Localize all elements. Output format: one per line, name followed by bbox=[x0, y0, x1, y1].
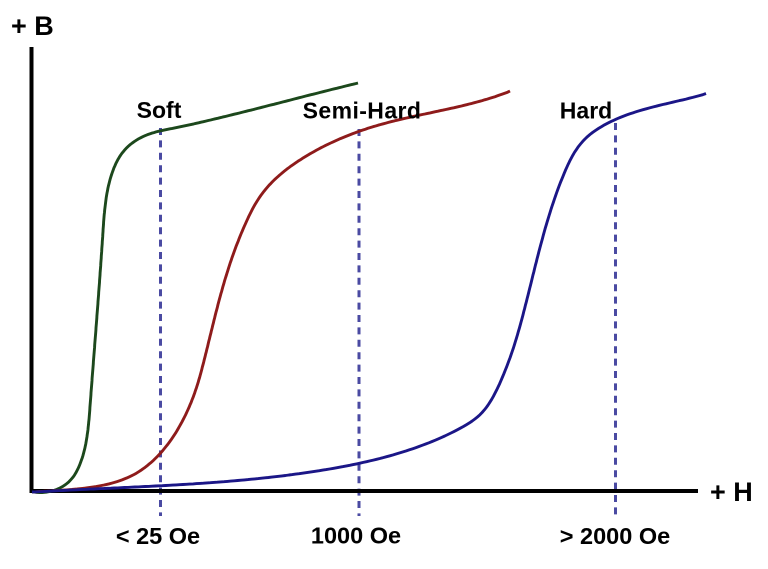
svg-text:Soft: Soft bbox=[137, 97, 182, 123]
svg-text:< 25 Oe: < 25 Oe bbox=[116, 523, 200, 549]
svg-text:Hard: Hard bbox=[560, 98, 612, 124]
svg-text:Semi-Hard: Semi-Hard bbox=[303, 98, 422, 124]
svg-text:1000 Oe: 1000 Oe bbox=[311, 523, 401, 549]
svg-text:+ H: + H bbox=[710, 477, 753, 507]
svg-text:> 2000 Oe: > 2000 Oe bbox=[560, 523, 670, 549]
svg-text:+ B: + B bbox=[11, 11, 54, 41]
